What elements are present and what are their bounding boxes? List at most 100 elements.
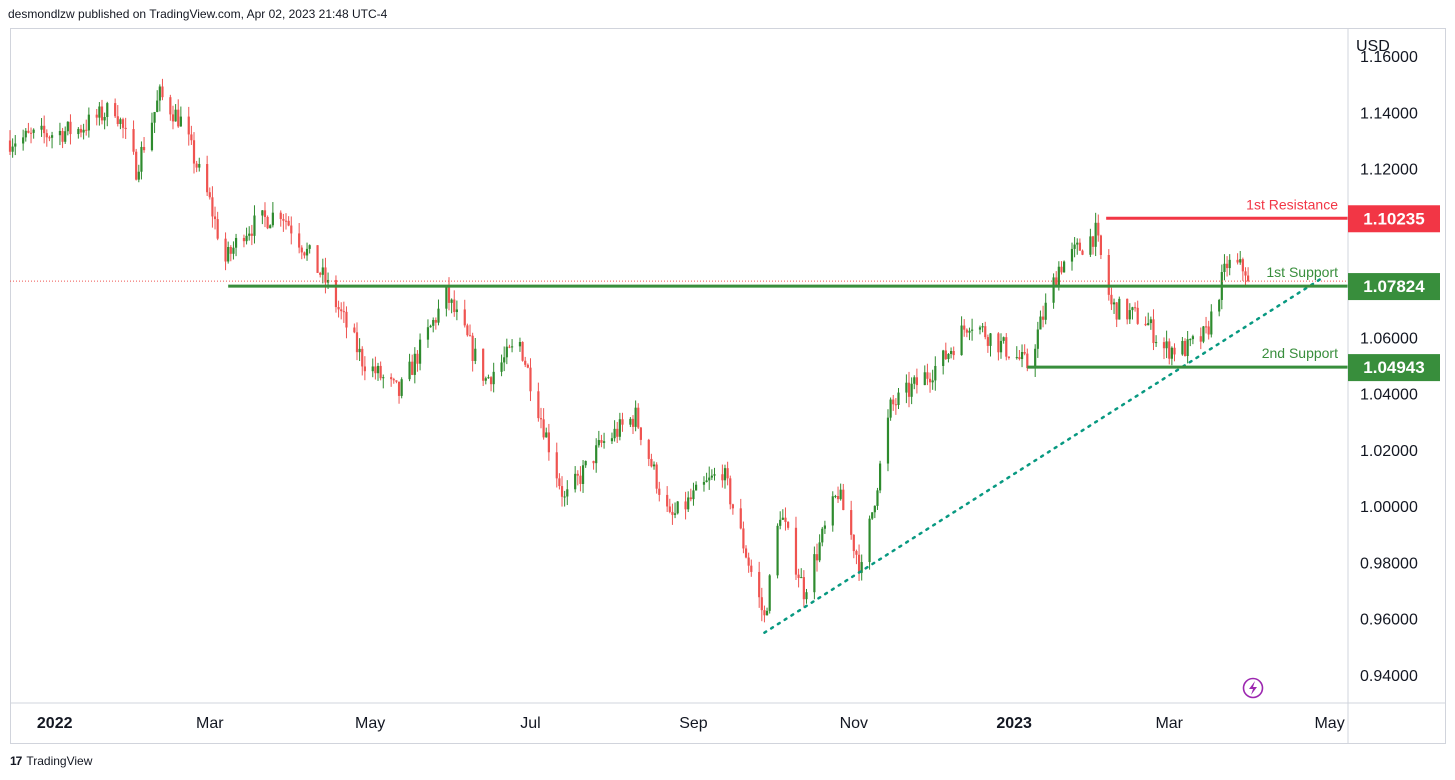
candle — [453, 290, 456, 317]
candle — [1094, 212, 1097, 257]
candle — [797, 568, 800, 588]
candle — [855, 549, 858, 565]
candle — [319, 271, 322, 278]
candle — [786, 521, 790, 530]
candle — [482, 348, 485, 387]
candle — [928, 372, 932, 393]
y-tick-label: 1.06000 — [1360, 330, 1418, 347]
x-tick-label: Jul — [520, 715, 540, 732]
candle — [382, 374, 385, 389]
candle — [250, 224, 253, 246]
candle — [50, 131, 54, 149]
candle — [963, 319, 966, 337]
candle — [1144, 316, 1147, 327]
candle — [437, 299, 440, 326]
candle — [913, 375, 916, 390]
candle — [1099, 234, 1103, 260]
candle — [673, 502, 677, 519]
tradingview-brand[interactable]: 17 TradingView — [10, 754, 92, 768]
candle — [413, 347, 416, 384]
candle — [1218, 298, 1221, 317]
candle — [379, 361, 382, 381]
candle — [876, 487, 879, 510]
candle — [1199, 327, 1202, 350]
candle — [1091, 235, 1095, 255]
candle — [1165, 330, 1168, 359]
candle — [411, 354, 414, 376]
candle — [1055, 271, 1058, 287]
level-label: 1st Support — [1266, 264, 1338, 280]
candle — [616, 421, 619, 443]
candle — [750, 559, 753, 577]
candle — [647, 438, 650, 467]
candle — [29, 127, 33, 144]
candle — [997, 332, 1000, 361]
chart-frame[interactable] — [10, 28, 1446, 744]
candle — [216, 211, 219, 241]
candle — [395, 380, 398, 384]
candle — [931, 369, 934, 390]
candle — [947, 353, 950, 363]
candle — [324, 257, 327, 294]
candle — [82, 123, 85, 140]
y-tick-label: 1.14000 — [1360, 105, 1418, 122]
candle — [923, 365, 926, 386]
candle — [889, 397, 892, 421]
candle — [1207, 320, 1210, 340]
candle — [142, 137, 146, 153]
candle — [968, 327, 971, 341]
price-axis[interactable]: USD 0.94000 0.96000 0.98000 1.00000 1.02000 1.… — [1347, 28, 1418, 744]
candle — [842, 483, 845, 511]
candle — [179, 106, 182, 127]
candle — [723, 464, 727, 489]
candle — [487, 374, 490, 379]
y-tick-label: 1.04000 — [1360, 387, 1418, 404]
candle — [279, 210, 282, 227]
candle — [337, 300, 340, 318]
candle — [1133, 302, 1137, 312]
candle — [1189, 338, 1192, 347]
x-tick-label: Sep — [679, 715, 708, 732]
y-tick-label: 1.02000 — [1360, 443, 1418, 460]
candle — [676, 501, 679, 515]
candle — [558, 473, 561, 490]
candle — [61, 127, 64, 149]
candle — [1186, 331, 1189, 364]
x-tick-label: 2022 — [37, 715, 73, 732]
candle — [418, 333, 422, 371]
overlays-layer: 1st Resistance 1st Support 2nd Support — [10, 196, 1348, 699]
candle — [390, 373, 393, 387]
candle — [232, 241, 235, 260]
time-axis[interactable]: 2022 Mar May Jul Sep Nov 2023 Mar May — [10, 702, 1446, 732]
candle — [1097, 214, 1100, 242]
candle — [1236, 253, 1239, 265]
lightning-icon[interactable] — [1242, 677, 1264, 699]
candle — [1149, 316, 1152, 330]
candle — [949, 347, 953, 359]
candle — [305, 242, 309, 261]
candle — [371, 358, 374, 378]
candle — [907, 371, 911, 408]
candle — [873, 505, 876, 519]
candle — [340, 302, 343, 320]
candle — [253, 205, 256, 244]
candle — [40, 118, 43, 137]
candle — [537, 382, 540, 422]
candle — [1034, 344, 1037, 377]
candle — [781, 509, 784, 520]
candle — [1044, 293, 1047, 325]
candle — [563, 490, 566, 507]
candle — [597, 430, 600, 448]
candle — [345, 306, 348, 339]
candle — [965, 328, 968, 338]
candle — [1183, 338, 1187, 357]
candle — [211, 186, 214, 228]
candle — [432, 317, 435, 333]
candle — [566, 480, 569, 506]
candle — [287, 216, 290, 227]
candle — [69, 114, 72, 145]
candle — [779, 511, 782, 530]
candle — [668, 498, 671, 514]
y-tick-label: 1.00000 — [1360, 499, 1418, 516]
